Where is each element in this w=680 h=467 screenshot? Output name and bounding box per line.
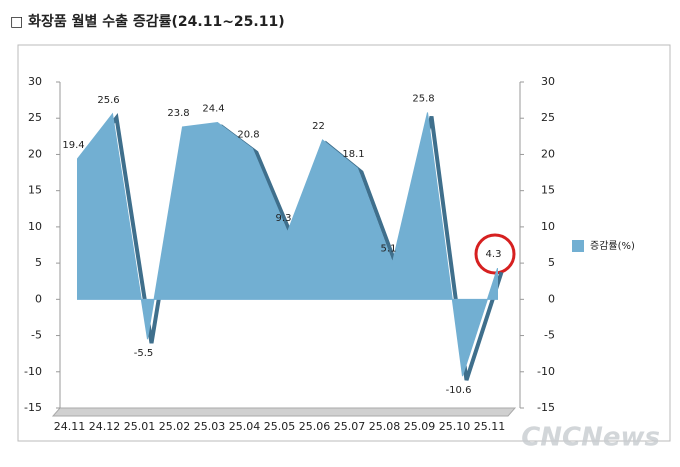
data-label: -5.5 bbox=[134, 348, 154, 359]
data-label: -10.6 bbox=[446, 385, 472, 396]
y-tick-label: -5 bbox=[31, 329, 42, 342]
data-label: 4.3 bbox=[486, 249, 502, 260]
y-tick-label: -15 bbox=[24, 401, 42, 414]
y-tick-label: 15 bbox=[28, 184, 42, 197]
data-label: 24.4 bbox=[202, 104, 224, 115]
y-tick-label: 20 bbox=[28, 147, 42, 160]
y2-tick-label: 30 bbox=[541, 75, 555, 88]
x-tick-label: 24.11 bbox=[54, 420, 86, 433]
y2-tick-label: 25 bbox=[541, 111, 555, 124]
data-label: 25.8 bbox=[412, 93, 434, 104]
y-tick-label: 10 bbox=[28, 220, 42, 233]
area bbox=[77, 112, 498, 377]
chart-title: □ 화장품 월별 수출 증감률(24.11~25.11) bbox=[10, 13, 285, 30]
floor bbox=[51, 407, 517, 417]
x-tick-label: 25.10 bbox=[439, 420, 471, 433]
x-tick-label: 25.05 bbox=[264, 420, 296, 433]
x-tick-label: 25.07 bbox=[334, 420, 366, 433]
data-label: 9.3 bbox=[276, 213, 292, 224]
x-tick-label: 25.09 bbox=[404, 420, 436, 433]
y2-tick-label: 20 bbox=[541, 147, 555, 160]
y2-tick-label: 5 bbox=[548, 256, 555, 269]
y2-tick-label: 0 bbox=[548, 292, 555, 305]
x-tick-label: 25.06 bbox=[299, 420, 331, 433]
data-label: 5.1 bbox=[381, 243, 397, 254]
data-label: 22 bbox=[312, 121, 325, 132]
y-tick-label: 25 bbox=[28, 111, 42, 124]
data-label: 25.6 bbox=[97, 95, 119, 106]
x-tick-label: 25.01 bbox=[124, 420, 156, 433]
data-label: 18.1 bbox=[342, 149, 364, 160]
y-tick-label: 5 bbox=[35, 256, 42, 269]
y2-tick-label: -15 bbox=[537, 401, 555, 414]
y-tick-label: 30 bbox=[28, 75, 42, 88]
x-tick-label: 24.12 bbox=[89, 420, 121, 433]
x-tick-label: 25.04 bbox=[229, 420, 261, 433]
y2-tick-label: 15 bbox=[541, 184, 555, 197]
data-label: 20.8 bbox=[237, 130, 259, 141]
y2-tick-label: -5 bbox=[544, 329, 555, 342]
x-tick-label: 25.02 bbox=[159, 420, 191, 433]
data-label: 23.8 bbox=[167, 108, 189, 119]
x-tick-label: 25.03 bbox=[194, 420, 226, 433]
y-tick-label: -10 bbox=[24, 365, 42, 378]
data-label: 19.4 bbox=[62, 140, 84, 151]
legend-label: 증감률(%) bbox=[590, 240, 635, 252]
y-tick-label: 0 bbox=[35, 292, 42, 305]
y2-tick-label: -10 bbox=[537, 365, 555, 378]
watermark: CNCNews bbox=[521, 423, 660, 453]
legend-swatch bbox=[572, 240, 584, 252]
y2-tick-label: 10 bbox=[541, 220, 555, 233]
x-tick-label: 25.11 bbox=[474, 420, 506, 433]
highlight-circle bbox=[474, 233, 516, 275]
x-tick-label: 25.08 bbox=[369, 420, 401, 433]
